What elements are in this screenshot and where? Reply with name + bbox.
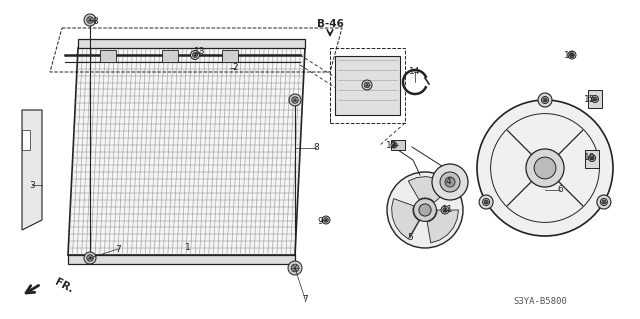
Circle shape [568, 51, 576, 59]
Circle shape [387, 172, 463, 248]
Bar [391, 140, 405, 150]
Circle shape [600, 198, 607, 205]
Circle shape [441, 206, 449, 214]
Circle shape [391, 142, 397, 148]
Text: 5: 5 [407, 234, 413, 242]
Polygon shape [392, 198, 419, 239]
Circle shape [593, 97, 597, 101]
Circle shape [570, 53, 574, 57]
Circle shape [526, 149, 564, 187]
Text: 7: 7 [302, 294, 308, 303]
Circle shape [589, 154, 595, 161]
Circle shape [484, 200, 488, 204]
Circle shape [291, 264, 299, 272]
Text: 2: 2 [232, 63, 238, 72]
Circle shape [477, 100, 613, 236]
Circle shape [292, 97, 298, 103]
Text: 13: 13 [195, 48, 205, 56]
Circle shape [483, 198, 490, 205]
Bar [222, 50, 238, 62]
Circle shape [432, 164, 468, 200]
Polygon shape [22, 130, 30, 150]
Bar [335, 56, 400, 115]
Text: 16: 16 [564, 50, 576, 60]
Text: B-46: B-46 [317, 19, 344, 29]
Circle shape [413, 199, 436, 221]
Circle shape [193, 53, 198, 57]
Text: 3: 3 [29, 181, 35, 189]
Text: 7: 7 [115, 244, 121, 254]
Polygon shape [78, 39, 305, 48]
Circle shape [288, 261, 302, 275]
Circle shape [86, 255, 93, 261]
Bar [585, 150, 599, 168]
Circle shape [602, 200, 606, 204]
Text: 14: 14 [410, 68, 420, 77]
Polygon shape [427, 210, 458, 243]
Polygon shape [68, 48, 305, 255]
Circle shape [86, 17, 93, 23]
Circle shape [538, 93, 552, 107]
Text: 9: 9 [317, 218, 323, 226]
Bar [100, 50, 116, 62]
Circle shape [543, 98, 547, 102]
Text: FR.: FR. [53, 277, 75, 295]
Text: 8: 8 [92, 18, 98, 26]
Text: 10: 10 [584, 153, 596, 162]
Circle shape [440, 172, 460, 192]
Text: 6: 6 [557, 186, 563, 195]
Text: 1: 1 [185, 243, 191, 253]
Circle shape [362, 80, 372, 90]
Circle shape [419, 204, 431, 216]
Circle shape [84, 252, 96, 264]
Bar [330, 48, 405, 123]
Circle shape [191, 50, 200, 60]
Text: 15: 15 [584, 95, 596, 105]
Circle shape [479, 195, 493, 209]
Circle shape [445, 177, 455, 187]
Circle shape [84, 14, 96, 26]
Bar [162, 50, 178, 62]
Circle shape [590, 156, 594, 160]
Circle shape [443, 208, 447, 212]
Circle shape [364, 82, 370, 88]
Polygon shape [408, 177, 451, 202]
Bar [588, 90, 602, 108]
Circle shape [534, 157, 556, 179]
Circle shape [322, 216, 330, 224]
Text: S3YA-B5800: S3YA-B5800 [513, 298, 567, 307]
Text: 11: 11 [442, 205, 454, 214]
Polygon shape [68, 255, 295, 264]
Circle shape [597, 195, 611, 209]
Text: 12: 12 [387, 140, 397, 150]
Circle shape [392, 144, 396, 146]
Text: 8: 8 [313, 144, 319, 152]
Circle shape [541, 97, 548, 103]
Circle shape [324, 218, 328, 222]
Circle shape [289, 94, 301, 106]
Circle shape [591, 95, 598, 102]
Text: 4: 4 [445, 177, 451, 187]
Polygon shape [22, 110, 42, 230]
